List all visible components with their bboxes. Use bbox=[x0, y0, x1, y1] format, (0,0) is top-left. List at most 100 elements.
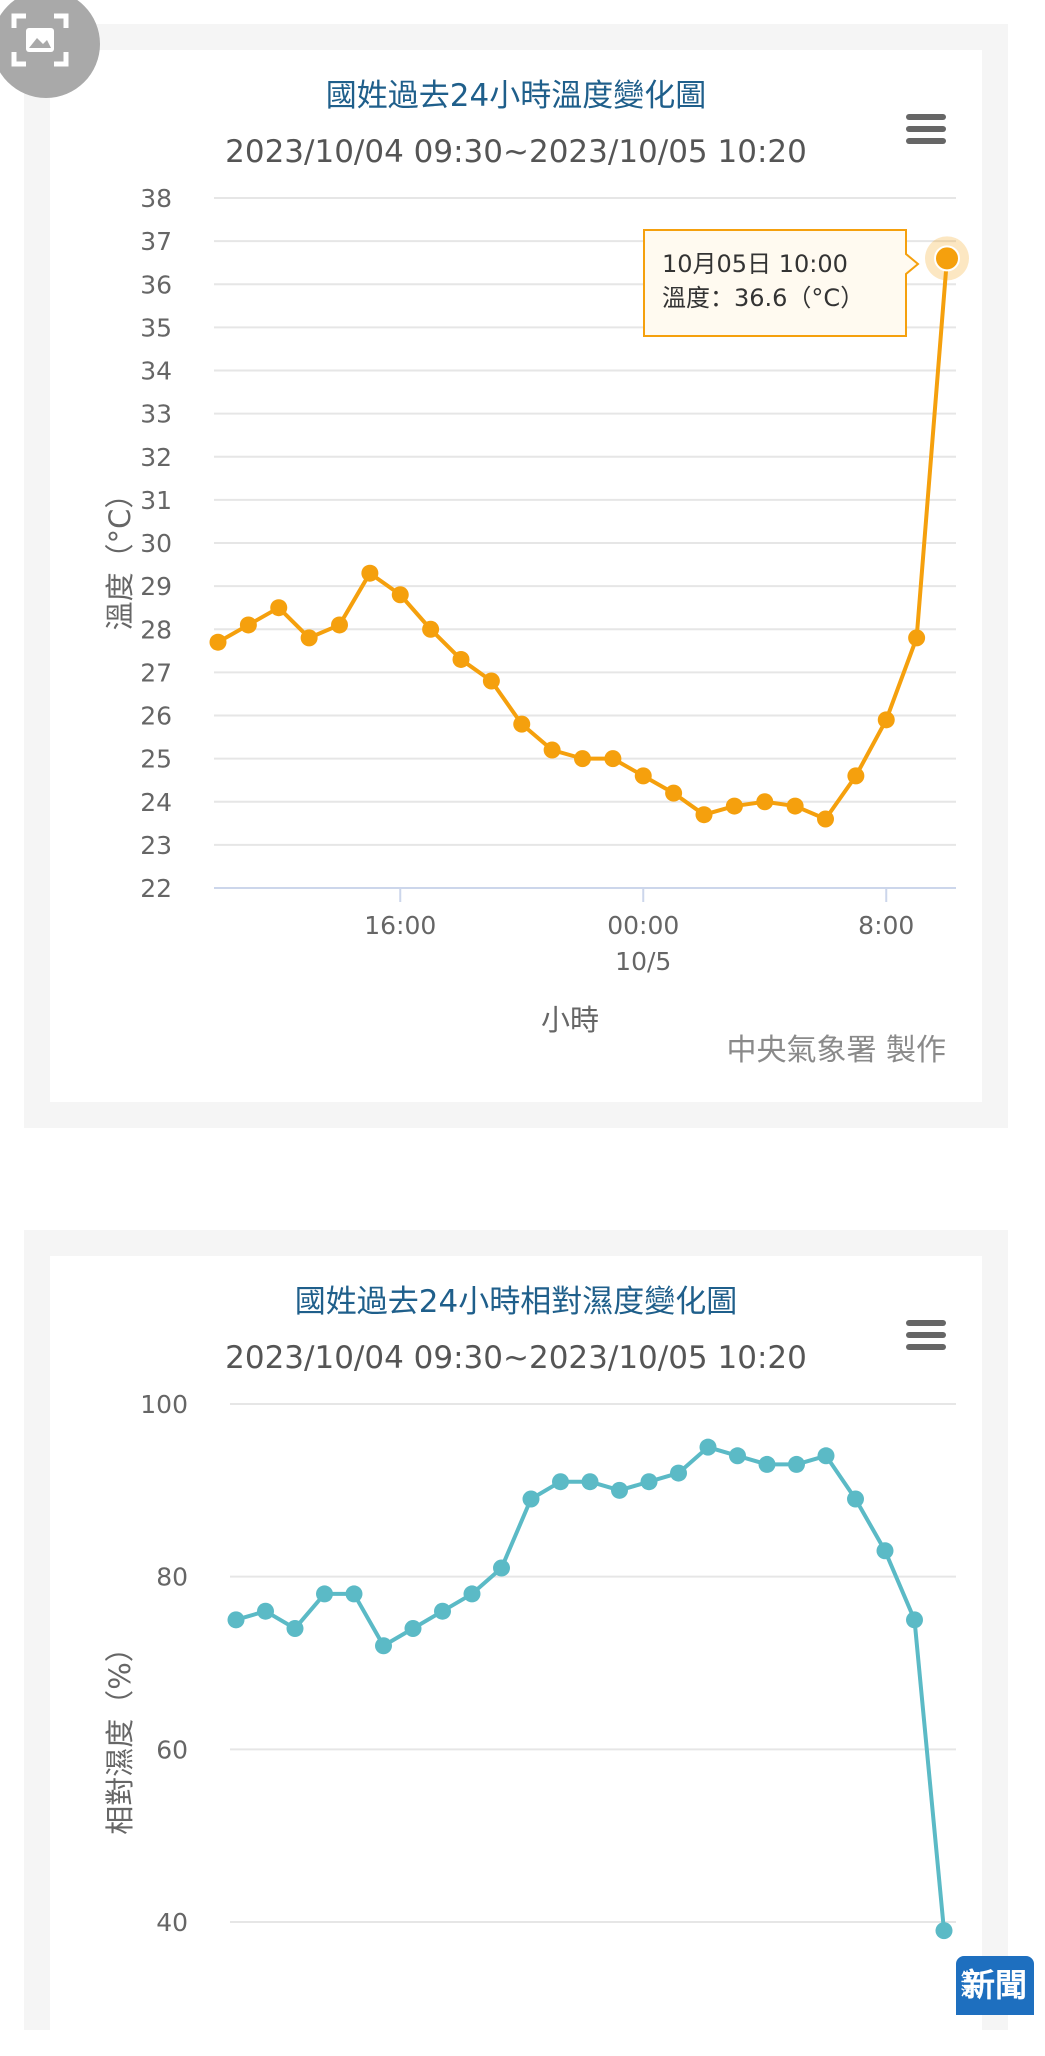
data-point[interactable] bbox=[286, 1619, 304, 1637]
y-tick-label: 60 bbox=[156, 1735, 188, 1764]
data-point[interactable] bbox=[817, 1447, 835, 1465]
data-point[interactable] bbox=[300, 629, 318, 647]
y-tick-label: 80 bbox=[156, 1563, 188, 1592]
y-tick-label: 31 bbox=[140, 486, 172, 515]
watermark-text: 新聞 bbox=[962, 1966, 1027, 2004]
data-point[interactable] bbox=[574, 750, 591, 768]
data-point[interactable] bbox=[270, 599, 288, 617]
data-point[interactable] bbox=[786, 797, 804, 815]
image-frame-icon bbox=[11, 13, 69, 67]
data-point[interactable] bbox=[817, 810, 834, 828]
data-point[interactable] bbox=[257, 1602, 274, 1620]
data-point[interactable] bbox=[227, 1611, 245, 1629]
data-point[interactable] bbox=[934, 245, 960, 272]
y-tick-label: 22 bbox=[140, 874, 172, 903]
data-point[interactable] bbox=[729, 1447, 746, 1465]
humidity-chart: 國姓過去24小時相對濕度變化圖 2023/10/04 09:30~2023/10… bbox=[103, 1284, 956, 1940]
data-point[interactable] bbox=[581, 1473, 599, 1491]
y-tick-label: 23 bbox=[140, 831, 172, 860]
y-tick-label: 100 bbox=[140, 1390, 188, 1419]
data-point[interactable] bbox=[699, 1438, 717, 1456]
data-point[interactable] bbox=[361, 564, 379, 582]
chart-title: 國姓過去24小時溫度變化圖 bbox=[326, 78, 706, 114]
data-point[interactable] bbox=[634, 767, 652, 785]
data-point[interactable] bbox=[316, 1585, 333, 1603]
data-point[interactable] bbox=[670, 1464, 687, 1482]
data-point[interactable] bbox=[758, 1455, 776, 1473]
humidity-chart-panel: 國姓過去24小時相對濕度變化圖 2023/10/04 09:30~2023/10… bbox=[50, 1256, 982, 2056]
hamburger-menu-icon bbox=[906, 1320, 946, 1350]
screenshot-button[interactable] bbox=[0, 0, 100, 98]
y-tick-label: 26 bbox=[140, 702, 172, 731]
data-point[interactable] bbox=[482, 672, 500, 690]
data-point[interactable] bbox=[640, 1473, 658, 1491]
y-tick-label: 36 bbox=[140, 270, 172, 299]
data-tooltip: 10月05日 10:00 溫度：36.6（°C） bbox=[643, 229, 920, 337]
chart-subtitle: 2023/10/04 09:30~2023/10/05 10:20 bbox=[225, 134, 807, 170]
data-point[interactable] bbox=[788, 1455, 805, 1473]
chart-menu-button[interactable] bbox=[902, 110, 946, 154]
data-point[interactable] bbox=[935, 1922, 953, 1940]
x-axis-title: 小時 bbox=[541, 1003, 599, 1037]
data-point[interactable] bbox=[434, 1602, 451, 1620]
data-point[interactable] bbox=[513, 715, 531, 733]
y-tick-label: 40 bbox=[156, 1908, 188, 1937]
humidity-chart-card: 國姓過去24小時相對濕度變化圖 2023/10/04 09:30~2023/10… bbox=[24, 1230, 1008, 2056]
data-point[interactable] bbox=[239, 616, 257, 634]
data-point[interactable] bbox=[695, 806, 713, 824]
chart-menu-button[interactable] bbox=[902, 1316, 946, 1360]
data-point[interactable] bbox=[908, 629, 926, 647]
data-point[interactable] bbox=[604, 750, 622, 768]
temperature-chart-card: 國姓過去24小時溫度變化圖 2023/10/04 09:30~2023/10/0… bbox=[24, 24, 1008, 1128]
data-point[interactable] bbox=[847, 767, 865, 785]
data-point[interactable] bbox=[331, 616, 348, 634]
data-point[interactable] bbox=[665, 784, 683, 802]
x-tick-label: 8:00 bbox=[858, 911, 914, 940]
data-point[interactable] bbox=[847, 1490, 864, 1508]
temperature-chart-panel: 國姓過去24小時溫度變化圖 2023/10/04 09:30~2023/10/0… bbox=[50, 50, 982, 1102]
data-point[interactable] bbox=[493, 1559, 510, 1577]
tooltip-line-1: 10月05日 10:00 bbox=[662, 250, 848, 278]
x-tick-label: 00:00 bbox=[607, 911, 679, 940]
y-tick-label: 27 bbox=[140, 658, 172, 687]
y-tick-label: 35 bbox=[140, 313, 172, 342]
y-axis-title: 相對濕度（%） bbox=[103, 1633, 137, 1835]
data-point[interactable] bbox=[611, 1481, 628, 1499]
tooltip-line-2: 溫度：36.6（°C） bbox=[662, 284, 864, 312]
series-line bbox=[235, 1445, 946, 1931]
y-axis-title: 溫度（°C） bbox=[103, 480, 137, 631]
data-point[interactable] bbox=[452, 650, 470, 668]
chart-credit: 中央氣象署 製作 bbox=[726, 1033, 946, 1068]
y-tick-label: 34 bbox=[140, 357, 172, 386]
data-point[interactable] bbox=[906, 1611, 923, 1629]
series-line bbox=[217, 258, 949, 821]
data-point[interactable] bbox=[877, 711, 895, 729]
data-point[interactable] bbox=[422, 620, 440, 638]
y-tick-label: 38 bbox=[140, 184, 172, 213]
y-tick-label: 33 bbox=[140, 400, 172, 429]
data-point[interactable] bbox=[375, 1637, 392, 1655]
data-point[interactable] bbox=[756, 793, 774, 811]
hamburger-menu-icon bbox=[906, 114, 946, 144]
data-point[interactable] bbox=[522, 1490, 540, 1508]
data-point[interactable] bbox=[876, 1542, 894, 1560]
data-point[interactable] bbox=[209, 633, 227, 651]
y-tick-label: 29 bbox=[140, 572, 172, 601]
news-watermark-logo: 生活 新聞 bbox=[956, 1956, 1034, 2015]
data-point[interactable] bbox=[725, 797, 743, 815]
y-tick-label: 25 bbox=[140, 745, 172, 774]
chart-subtitle: 2023/10/04 09:30~2023/10/05 10:20 bbox=[225, 1340, 807, 1376]
data-point[interactable] bbox=[391, 586, 409, 604]
y-tick-label: 28 bbox=[140, 615, 172, 644]
x-tick-label: 16:00 bbox=[364, 911, 436, 940]
y-tick-label: 30 bbox=[140, 529, 172, 558]
data-point[interactable] bbox=[404, 1619, 422, 1637]
watermark-small-text: 生活 bbox=[960, 1970, 973, 1998]
chart-title: 國姓過去24小時相對濕度變化圖 bbox=[295, 1284, 737, 1320]
data-point[interactable] bbox=[345, 1585, 363, 1603]
x-tick-sublabel: 10/5 bbox=[615, 947, 671, 976]
data-point[interactable] bbox=[552, 1473, 569, 1491]
data-point[interactable] bbox=[463, 1585, 481, 1603]
data-point[interactable] bbox=[543, 741, 561, 759]
y-tick-label: 37 bbox=[140, 227, 172, 256]
